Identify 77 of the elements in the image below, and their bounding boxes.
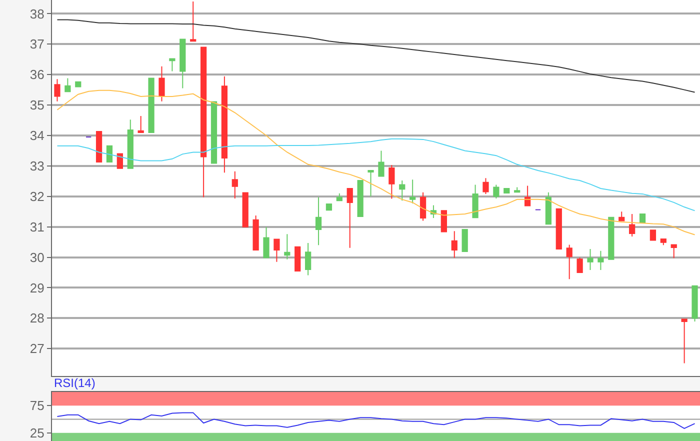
y-tick-label: 31 bbox=[30, 219, 44, 234]
candlestick bbox=[378, 150, 384, 177]
candlestick bbox=[388, 164, 395, 200]
candlestick bbox=[138, 116, 144, 133]
candlestick bbox=[64, 78, 71, 92]
candlestick bbox=[169, 58, 176, 72]
candlestick bbox=[346, 188, 353, 248]
candlestick bbox=[608, 216, 614, 260]
candlestick bbox=[482, 178, 489, 194]
candlestick bbox=[504, 188, 510, 194]
candlestick bbox=[639, 214, 646, 224]
candlestick bbox=[566, 244, 572, 280]
candlestick bbox=[681, 318, 688, 364]
candlestick bbox=[263, 226, 270, 258]
candlestick bbox=[305, 242, 312, 276]
candlestick bbox=[127, 119, 134, 169]
y-tick-label: 25 bbox=[30, 425, 44, 440]
chart-title: RSI(14) bbox=[54, 376, 96, 390]
candlestick bbox=[420, 192, 426, 222]
y-tick-label: 35 bbox=[30, 98, 44, 113]
candlestick bbox=[545, 192, 552, 225]
y-tick-label: 38 bbox=[30, 6, 44, 22]
y-tick-label: 29 bbox=[30, 280, 44, 296]
candlestick bbox=[315, 196, 322, 246]
line-series bbox=[56, 138, 696, 212]
candlestick bbox=[399, 180, 406, 202]
candlestick bbox=[493, 184, 500, 199]
candlestick bbox=[556, 208, 562, 250]
y-tick-label: 30 bbox=[30, 250, 44, 265]
candlestick bbox=[587, 248, 594, 271]
candlestick bbox=[660, 238, 666, 246]
candlestick bbox=[514, 186, 520, 193]
candlestick bbox=[284, 234, 290, 260]
line-series bbox=[56, 19, 696, 93]
candlestick bbox=[96, 131, 102, 162]
line-series bbox=[56, 90, 696, 236]
candlestick bbox=[75, 81, 82, 88]
candlestick bbox=[326, 203, 332, 211]
y-tick-label: 32 bbox=[30, 188, 44, 204]
candlestick bbox=[148, 78, 154, 133]
candlestick bbox=[410, 179, 416, 204]
y-tick-label: 28 bbox=[30, 310, 44, 326]
candlestick bbox=[629, 214, 636, 238]
candlestick bbox=[158, 66, 165, 102]
candlestick bbox=[252, 215, 259, 250]
y-tick-label: 37 bbox=[30, 36, 44, 52]
candlestick bbox=[190, 1, 196, 42]
candlestick bbox=[462, 229, 468, 252]
candlestick bbox=[650, 230, 656, 241]
candlestick bbox=[221, 76, 228, 174]
candlestick bbox=[200, 46, 207, 198]
y-tick-label: 27 bbox=[30, 341, 44, 356]
candlestick bbox=[106, 145, 113, 162]
candlestick bbox=[670, 244, 677, 259]
candlestick bbox=[692, 285, 698, 322]
candlestick bbox=[618, 211, 625, 222]
candlestick bbox=[232, 170, 238, 199]
candlestick bbox=[472, 184, 478, 218]
candlestick bbox=[357, 180, 364, 217]
line-series bbox=[56, 412, 696, 429]
candlestick bbox=[576, 257, 583, 273]
y-tick-label: 34 bbox=[30, 128, 44, 144]
candlestick bbox=[598, 250, 604, 271]
y-tick-label: 75 bbox=[30, 398, 44, 414]
candlestick bbox=[451, 230, 458, 258]
candlestick bbox=[440, 210, 447, 232]
candlestick bbox=[274, 238, 280, 262]
candlestick bbox=[294, 246, 301, 272]
candlestick bbox=[368, 170, 374, 197]
y-tick-label: 36 bbox=[30, 67, 44, 82]
candlestick bbox=[180, 38, 186, 89]
candlestick bbox=[54, 78, 60, 102]
candlestick bbox=[336, 192, 342, 202]
candlestick bbox=[210, 101, 218, 164]
candlestick bbox=[242, 192, 248, 228]
y-tick-label: 33 bbox=[30, 158, 44, 174]
candlestick bbox=[524, 185, 531, 206]
